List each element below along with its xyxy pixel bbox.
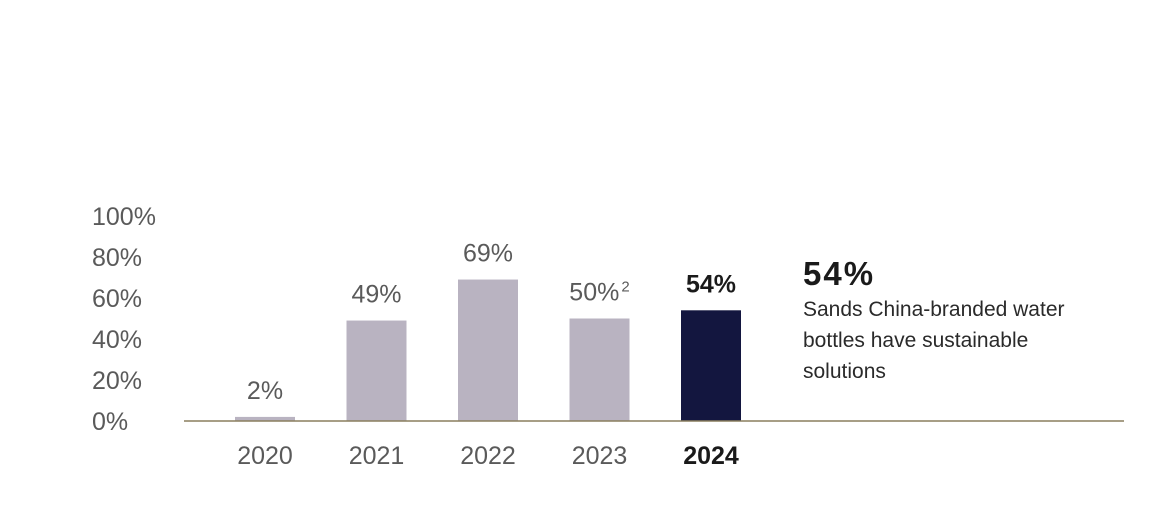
data-label-2021: 49% [351, 281, 401, 309]
y-tick-label: 100% [92, 203, 156, 231]
bars [235, 279, 741, 421]
x-tick-label-2020: 2020 [237, 442, 293, 470]
footnote-marker: 2 [621, 279, 629, 296]
x-tick-label-2022: 2022 [460, 442, 516, 470]
y-tick-label: 40% [92, 326, 142, 354]
data-label-2020: 2% [247, 377, 283, 405]
y-axis-tick-labels: 0% 20% 40% 60% 80% 100% [92, 203, 156, 436]
x-tick-label-2024: 2024 [683, 442, 739, 470]
bar-2022 [458, 279, 518, 421]
y-tick-label: 0% [92, 408, 128, 436]
callout-text: Sands China-branded water bottles have s… [803, 298, 1065, 383]
callout-value: 54% [803, 255, 876, 292]
bar-2024 [681, 310, 741, 421]
data-label-2022: 69% [463, 240, 513, 268]
data-label-2024: 54% [686, 270, 736, 298]
x-tick-label-2023: 2023 [572, 442, 628, 470]
bar-2023 [569, 318, 630, 421]
bar-2021 [346, 320, 407, 421]
data-labels: 2% 49% 69% 50% 2 54% [247, 240, 736, 405]
callout: 54% Sands China-branded water bottles ha… [803, 254, 1123, 387]
x-axis-tick-labels: 2020 2021 2022 2023 2024 [237, 442, 739, 470]
bar-2020 [235, 416, 295, 421]
y-tick-label: 80% [92, 244, 142, 272]
data-label-2023: 50% 2 [569, 279, 629, 307]
x-tick-label-2021: 2021 [349, 442, 405, 470]
y-tick-label: 60% [92, 285, 142, 313]
y-tick-label: 20% [92, 367, 142, 395]
